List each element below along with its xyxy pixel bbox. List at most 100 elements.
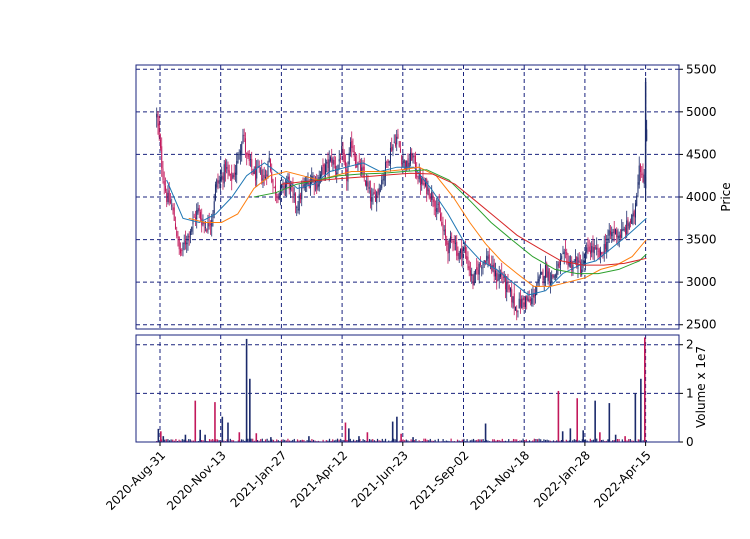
volume-bar — [567, 440, 569, 442]
candle-body — [159, 139, 161, 149]
candle-body — [196, 210, 198, 220]
candle-body — [411, 153, 413, 161]
volume-bar — [645, 440, 647, 442]
volume-bar — [543, 439, 545, 442]
candle-body — [313, 178, 315, 186]
volume-bar — [469, 440, 471, 442]
volume-bar — [522, 438, 524, 442]
candle-body — [249, 159, 251, 160]
candle-body — [474, 269, 476, 275]
volume-bar — [613, 440, 615, 442]
candle-body — [597, 250, 599, 252]
volume-bar — [301, 439, 303, 442]
candle-body — [584, 251, 586, 264]
candle-body — [633, 211, 635, 217]
candle-body — [598, 248, 600, 258]
candle-body — [434, 209, 436, 211]
candle-body — [576, 256, 578, 267]
candle-body — [589, 250, 591, 254]
volume-bar — [561, 431, 564, 442]
candle-body — [482, 261, 484, 266]
volume-bar — [546, 439, 548, 442]
volume-bar — [584, 439, 587, 442]
price-panel: 2500 3000 3500 4000 4500 5000 5500 — [135, 62, 717, 332]
volume-bar — [366, 432, 369, 442]
candle-body — [182, 242, 184, 250]
candle-body — [187, 234, 189, 242]
volume-bar — [396, 416, 398, 442]
candle-body — [329, 157, 331, 161]
candle-body — [549, 281, 551, 285]
candle-body — [462, 249, 464, 260]
volume-bar — [616, 438, 619, 442]
candle-body — [541, 271, 543, 275]
candle-body — [282, 182, 284, 184]
candle-body — [232, 175, 234, 178]
volume-bar — [384, 438, 387, 442]
candle-body — [226, 167, 228, 169]
candle-body — [424, 180, 426, 186]
moving-average-line-3 — [253, 169, 647, 275]
price-axis-label: Price — [719, 182, 733, 211]
volume-bar — [472, 438, 475, 442]
candle-body — [371, 197, 373, 202]
volume-bar — [621, 439, 623, 442]
candle-body — [428, 189, 430, 198]
candle-body — [319, 174, 321, 181]
candle-body — [277, 196, 279, 200]
candle-body — [481, 267, 483, 269]
moving-average-line-2 — [188, 166, 647, 287]
candle-body — [526, 295, 528, 301]
volume-bar — [608, 403, 611, 442]
volume-bar — [362, 439, 364, 442]
volume-bar — [264, 439, 267, 442]
volume-bar — [183, 439, 185, 442]
volume-bar — [352, 439, 355, 442]
volume-bar — [186, 440, 188, 442]
volume-bar — [612, 440, 614, 442]
volume-bar — [221, 416, 224, 442]
x-tick-label: 2020-Nov-13 — [164, 448, 229, 513]
volume-bar — [266, 438, 268, 442]
candle-body — [546, 263, 548, 278]
candle-body — [519, 299, 521, 307]
volume-bar — [437, 438, 439, 442]
candle-body — [317, 184, 319, 188]
volume-bar — [231, 439, 233, 442]
candle-body — [394, 142, 396, 146]
candle-body — [622, 228, 624, 231]
candle-body — [406, 160, 408, 171]
candle-body — [566, 251, 568, 255]
candle-body — [626, 220, 628, 235]
candle-body — [299, 194, 301, 200]
candle-body — [373, 192, 375, 195]
candle-body — [271, 172, 273, 183]
candle-body — [354, 156, 356, 165]
candle-body — [298, 194, 300, 211]
candle-body — [581, 269, 583, 276]
x-tick-label: 2022-Jan-28 — [531, 448, 593, 510]
candle-body — [388, 160, 390, 163]
candle-body — [188, 235, 190, 238]
candle-body — [237, 153, 239, 163]
volume-bar — [290, 440, 292, 442]
candle-body — [168, 190, 170, 203]
candle-body — [404, 161, 406, 169]
volume-bar — [309, 440, 311, 442]
candle-body — [236, 161, 238, 175]
volume-bar — [484, 440, 486, 442]
candle-body — [372, 193, 374, 196]
volume-bar — [232, 440, 235, 442]
candle-body — [637, 182, 639, 194]
candle-body — [631, 214, 633, 224]
candle-body — [361, 167, 363, 175]
candle-body — [431, 191, 433, 200]
candle-body — [214, 184, 216, 201]
price-tick-label: 3000 — [686, 275, 717, 289]
candle-body — [533, 294, 535, 298]
candle-body — [578, 260, 580, 263]
candle-body — [246, 152, 248, 156]
candle-body — [191, 226, 193, 232]
candle-body — [234, 172, 236, 175]
volume-bar — [498, 439, 500, 442]
